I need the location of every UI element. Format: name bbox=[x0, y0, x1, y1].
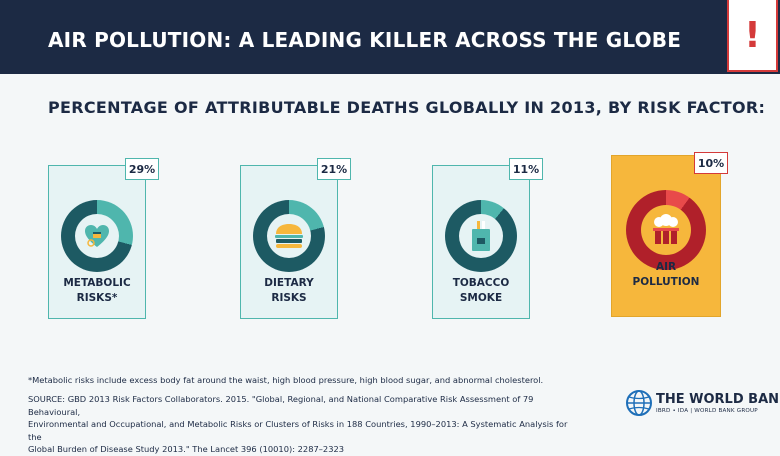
logo-subtitle: IBRD • IDA | WORLD BANK GROUP bbox=[656, 408, 758, 414]
chart-subtitle: PERCENTAGE OF ATTRIBUTABLE DEATHS GLOBAL… bbox=[48, 98, 766, 117]
factory-smoke-icon bbox=[653, 214, 679, 244]
risk-card-metabolic: 29% METABOLIC RISKS* bbox=[48, 158, 159, 319]
donut-center bbox=[267, 214, 311, 258]
heart-icon bbox=[85, 225, 109, 247]
source-line: Global Burden of Disease Study 2013." Th… bbox=[28, 444, 345, 454]
risk-card-air-pollution: 10% AIR POLLUTION bbox=[611, 152, 728, 317]
percent-badge: 21% bbox=[317, 158, 351, 180]
risk-card-tobacco: 11% TOBACCO SMOKE bbox=[432, 158, 543, 319]
globe-icon bbox=[626, 390, 652, 416]
donut-chart bbox=[61, 200, 133, 272]
risk-label-line2: SMOKE bbox=[459, 292, 503, 304]
source-line: Environmental and Occupational, and Meta… bbox=[28, 419, 568, 442]
risk-label-line1: AIR bbox=[655, 261, 677, 273]
donut-center bbox=[459, 214, 503, 258]
page-title: AIR POLLUTION: A LEADING KILLER ACROSS T… bbox=[48, 28, 682, 52]
cigarette-pack-icon bbox=[472, 221, 490, 251]
risk-card-dietary: 21% DIETARY RISKS bbox=[240, 158, 351, 319]
risk-label-line1: METABOLIC bbox=[63, 277, 131, 289]
source-line: SOURCE: GBD 2013 Risk Factors Collaborat… bbox=[28, 394, 534, 417]
header-bar: AIR POLLUTION: A LEADING KILLER ACROSS T… bbox=[0, 0, 780, 74]
risk-label: DIETARY RISKS bbox=[241, 276, 337, 306]
donut-chart bbox=[626, 190, 706, 270]
risk-label: METABOLIC RISKS* bbox=[49, 276, 145, 306]
risk-label-line2: RISKS* bbox=[76, 292, 118, 304]
source-citation: SOURCE: GBD 2013 Risk Factors Collaborat… bbox=[28, 393, 568, 456]
burger-icon bbox=[275, 224, 303, 248]
risk-label: TOBACCO SMOKE bbox=[433, 276, 529, 306]
alert-icon: ! bbox=[727, 0, 778, 72]
risk-label-line1: DIETARY bbox=[264, 277, 314, 289]
percent-badge: 29% bbox=[125, 158, 159, 180]
footnote: *Metabolic risks include excess body fat… bbox=[28, 375, 544, 385]
logo-name: THE WORLD BANK bbox=[656, 392, 780, 407]
donut-center bbox=[641, 205, 691, 255]
percent-badge: 10% bbox=[694, 152, 728, 174]
risk-label-line2: RISKS bbox=[271, 292, 307, 304]
donut-chart bbox=[445, 200, 517, 272]
risk-label-line1: TOBACCO bbox=[452, 277, 510, 289]
risk-label: AIR POLLUTION bbox=[612, 260, 720, 290]
donut-center bbox=[75, 214, 119, 258]
donut-chart bbox=[253, 200, 325, 272]
alert-symbol: ! bbox=[744, 14, 761, 56]
risk-label-line2: POLLUTION bbox=[632, 276, 700, 288]
percent-badge: 11% bbox=[509, 158, 543, 180]
